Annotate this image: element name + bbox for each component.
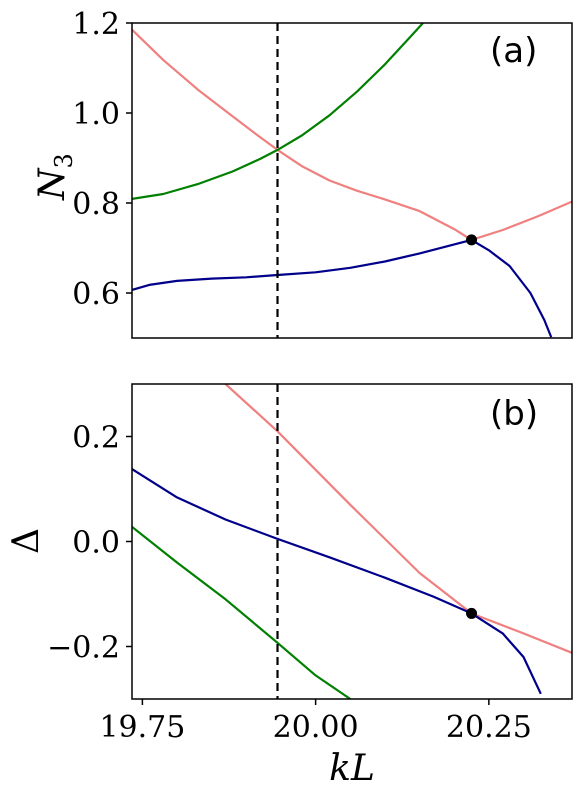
panel-a-series-line-1 [132,23,424,200]
panel-a-ytick-label: 0.6 [72,277,120,312]
panel-b-label: (b) [490,394,538,434]
panel-b-series-line-1 [132,525,351,699]
panel-b-ylabel: Δ [6,528,47,554]
panel-b-xlabel: kL [329,748,375,789]
panel-a-series-line-0 [132,28,572,241]
panel-a-label: (a) [490,31,537,71]
panel-a-ytick-label: 0.8 [72,187,120,222]
panel-a-series-line-2 [132,238,553,338]
panel-b-series-line-0 [224,384,572,654]
panel-a-ylabel: N3 [32,153,78,201]
panel-b-series-line-2 [132,468,542,695]
panel-b-crossing-marker [466,607,478,619]
panel-b-ytick-label: −0.2 [47,631,120,666]
panel-a: 0.6 0.8 1.0 1.2 (a) N3 [32,7,573,339]
panel-b-ticks: −0.2 0.0 0.2 19.75 20.00 20.25 [47,421,532,746]
panel-b-xtick-label: 19.75 [99,710,185,745]
panel-a-ytick-label: 1.0 [72,97,120,132]
panel-a-ticks: 0.6 0.8 1.0 1.2 [72,7,132,312]
panel-b-xtick-label: 20.25 [446,710,532,745]
panel-b-xtick-label: 20.00 [273,710,359,745]
panel-a-ylabel-sub: 3 [50,153,78,168]
panel-b: −0.2 0.0 0.2 19.75 20.00 20.25 (b) Δ kL [6,383,573,789]
panel-a-series [132,23,572,338]
panel-b-ytick-label: 0.2 [72,421,120,456]
panel-a-crossing-marker [466,234,478,246]
panel-b-ytick-label: 0.0 [72,526,120,561]
panel-b-series [132,384,572,699]
panel-a-ylabel-main: N [32,167,73,201]
panel-a-ytick-label: 1.2 [72,7,120,42]
panel-a-frame [131,22,573,339]
